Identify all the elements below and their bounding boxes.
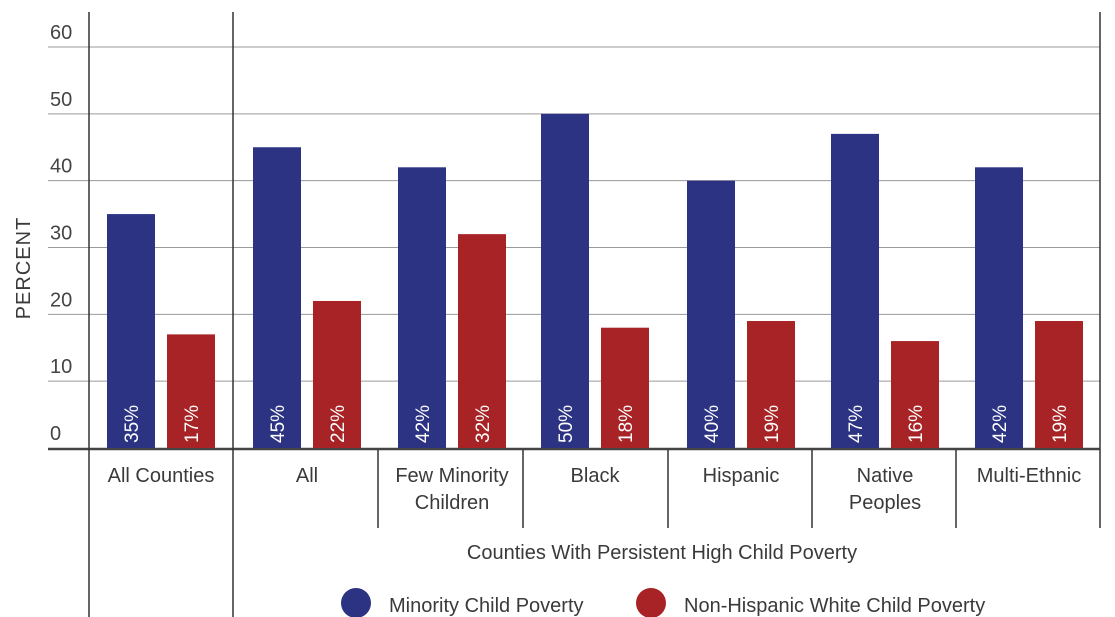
bar: [313, 300, 361, 448]
y-tick-label: 20: [50, 289, 72, 311]
y-tick-label: 60: [50, 22, 72, 44]
value-label: 45%: [268, 405, 289, 443]
bar: [167, 334, 215, 448]
y-tick-label: 0: [50, 423, 61, 445]
bar: [107, 214, 155, 448]
category-label: Native: [857, 465, 914, 487]
legend-swatch: [341, 588, 371, 617]
bar: [458, 234, 506, 448]
category-label: Black: [571, 465, 621, 487]
legend-swatch: [636, 588, 666, 617]
bar: [541, 113, 589, 448]
value-label: 47%: [846, 405, 867, 443]
bar: [687, 180, 735, 448]
y-tick-label: 30: [50, 223, 72, 245]
bar: [891, 341, 939, 448]
y-tick-label: 50: [50, 89, 72, 111]
bar: [747, 321, 795, 448]
category-label: Peoples: [849, 492, 921, 514]
bar: [831, 133, 879, 448]
y-tick-labels: 0 10 20 30 40 50 60: [50, 22, 72, 445]
y-axis-title: PERCENT: [13, 217, 35, 320]
value-label: 42%: [990, 405, 1011, 443]
legend-label: Minority Child Poverty: [389, 595, 584, 617]
bars: [107, 113, 1083, 449]
category-label: All: [296, 465, 318, 487]
value-label: 50%: [556, 405, 577, 443]
value-label: 35%: [122, 405, 143, 443]
value-label: 32%: [473, 405, 494, 443]
bar: [253, 147, 301, 448]
category-label: Few Minority: [395, 465, 508, 487]
legend-label: Non-Hispanic White Child Poverty: [684, 595, 985, 617]
value-labels: 35% 45% 42% 50% 40% 47% 42% 17% 22% 32% 18% 19% 16% 1…: [122, 405, 1071, 443]
value-label: 42%: [413, 405, 434, 443]
bar: [1035, 321, 1083, 448]
value-label: 40%: [702, 405, 723, 443]
category-label: Multi-Ethnic: [977, 465, 1081, 487]
value-label: 19%: [762, 405, 783, 443]
bar: [398, 167, 446, 449]
value-label: 17%: [182, 405, 203, 443]
legend: Minority Child Poverty Non-Hispanic White…: [341, 588, 985, 617]
category-labels: All Counties All Few Minority Children Black…: [108, 465, 1082, 514]
y-tick-label: 10: [50, 356, 72, 378]
bar: [601, 327, 649, 448]
bar: [975, 167, 1023, 449]
y-tick-label: 40: [50, 156, 72, 178]
category-label: Hispanic: [703, 465, 780, 487]
value-label: 22%: [328, 405, 349, 443]
category-separators: [88, 12, 1101, 617]
category-label: Children: [415, 492, 489, 514]
group-label: Counties With Persistent High Child Pove…: [467, 542, 857, 564]
value-label: 19%: [1050, 405, 1071, 443]
value-label: 18%: [616, 405, 637, 443]
value-label: 16%: [906, 405, 927, 443]
category-label: All Counties: [108, 465, 215, 487]
